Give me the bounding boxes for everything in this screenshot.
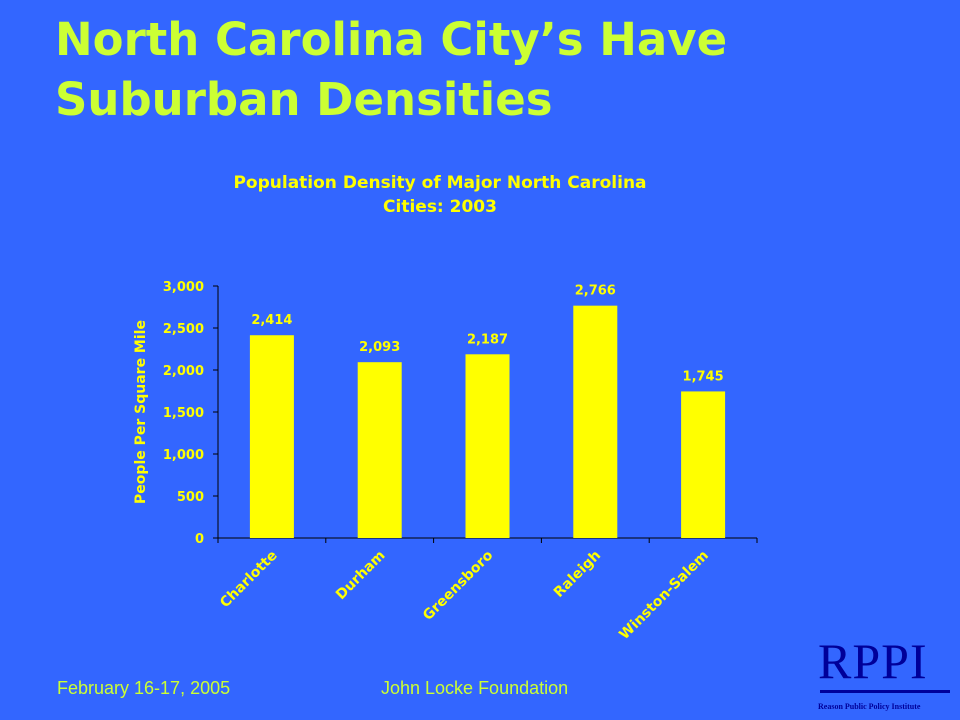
bar: [357, 362, 402, 538]
x-category-label: Charlotte: [217, 548, 281, 612]
y-tick-label: 2,500: [163, 322, 204, 337]
logo-subtitle: Reason Public Policy Institute: [818, 702, 921, 711]
slide-title: North Carolina City’s Have Suburban Dens…: [55, 10, 727, 130]
bar: [465, 354, 510, 538]
y-tick-label: 2,000: [163, 364, 204, 379]
x-category-label: Winston-Salem: [616, 548, 711, 643]
y-tick-label: 500: [177, 490, 204, 505]
chart-title-line: Cities: 2003: [383, 197, 497, 217]
bar-value-label: 2,187: [467, 332, 508, 347]
bar-value-label: 2,766: [575, 284, 616, 299]
slide-title-line-1: North Carolina City’s Have: [55, 13, 728, 66]
bar: [681, 391, 726, 538]
bar: [249, 335, 294, 538]
slide-title-line-2: Suburban Densities: [55, 73, 553, 126]
logo-underline: [820, 690, 950, 693]
bar: [573, 305, 618, 538]
chart-title-line: Population Density of Major North Caroli…: [233, 173, 646, 193]
bar-value-label: 2,093: [359, 340, 400, 355]
footer-date: February 16-17, 2005: [57, 678, 231, 698]
x-category-label: Greensboro: [420, 547, 497, 624]
bar-value-label: 1,745: [683, 369, 724, 384]
y-tick-label: 0: [195, 532, 204, 547]
y-tick-label: 3,000: [163, 280, 204, 295]
footer-event: John Locke Foundation: [381, 678, 569, 698]
x-category-label: Raleigh: [551, 548, 604, 601]
x-category-label: Durham: [333, 548, 389, 604]
y-tick-label: 1,000: [163, 448, 204, 463]
bar-value-label: 2,414: [251, 313, 292, 328]
y-tick-label: 1,500: [163, 406, 204, 421]
y-axis-label: People Per Square Mile: [133, 320, 149, 504]
rppi-logo: RPPI: [818, 633, 928, 689]
